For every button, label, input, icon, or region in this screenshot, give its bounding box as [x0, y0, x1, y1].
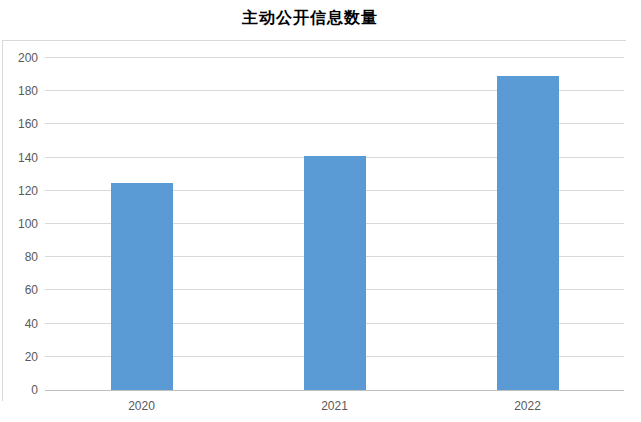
bar — [111, 183, 173, 391]
y-axis-tick-label: 60 — [0, 281, 38, 299]
bar — [304, 156, 366, 390]
y-axis-tick-label: 160 — [0, 115, 38, 133]
y-axis-tick-label: 200 — [0, 49, 38, 67]
y-axis-tick-label: 20 — [0, 348, 38, 366]
x-axis-category-label: 2020 — [97, 399, 187, 413]
x-axis-category-label: 2021 — [290, 399, 380, 413]
gridline — [45, 57, 624, 58]
y-axis-tick-label: 40 — [0, 315, 38, 333]
x-axis-category-label: 2022 — [483, 399, 573, 413]
bar-chart: 主动公开信息数量 0 20 40 60 80 100 120 140 160 180 200 202… — [0, 0, 641, 422]
chart-title: 主动公开信息数量 — [0, 8, 620, 29]
plot-area — [45, 58, 624, 391]
y-axis-tick-label: 80 — [0, 248, 38, 266]
y-axis-tick-label: 120 — [0, 182, 38, 200]
y-axis-tick-label: 180 — [0, 82, 38, 100]
y-axis-tick-label: 0 — [0, 381, 38, 399]
y-axis-tick-label: 100 — [0, 215, 38, 233]
y-axis-tick-label: 140 — [0, 149, 38, 167]
bar — [497, 76, 559, 390]
